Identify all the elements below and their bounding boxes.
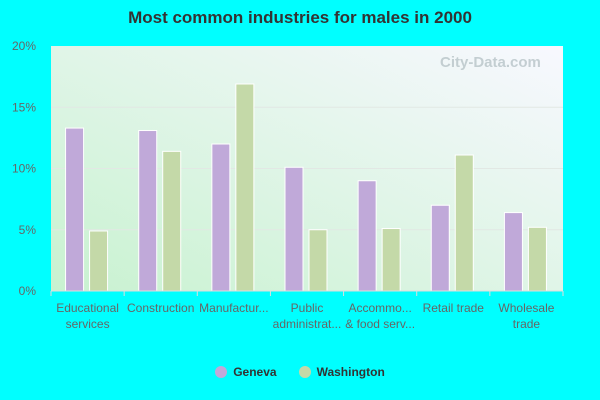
bar-washington — [381, 228, 401, 292]
y-tick-label: 0% — [19, 284, 37, 298]
x-tick-label: Retail trade — [423, 301, 485, 315]
x-tick-label: & food serv... — [345, 317, 415, 331]
legend-item-geneva: Geneva — [215, 365, 277, 379]
bar-geneva — [138, 130, 158, 292]
bar-washington — [162, 150, 182, 292]
watermark-logo: City-Data.com — [440, 54, 541, 71]
x-tick-label: Construction — [127, 301, 194, 315]
legend-label: Washington — [316, 365, 385, 379]
bar-washington — [527, 226, 547, 292]
bar-geneva — [65, 127, 85, 292]
x-tick-label: Manufactur... — [199, 301, 268, 315]
x-tick-label: administrat... — [273, 317, 342, 331]
x-tick-label: services — [66, 317, 110, 331]
bar-geneva — [430, 204, 450, 292]
legend-label: Geneva — [233, 365, 277, 379]
bar-washington — [454, 154, 474, 292]
bar-geneva — [211, 143, 231, 292]
y-tick-label: 10% — [12, 162, 36, 176]
y-tick-label: 20% — [12, 39, 36, 53]
chart-title: Most common industries for males in 2000 — [128, 8, 472, 27]
x-tick-label: Public — [291, 301, 324, 315]
y-tick-label: 5% — [19, 223, 37, 237]
bar-washington — [89, 230, 109, 292]
bar-washington — [308, 229, 328, 292]
bar-washington — [235, 83, 255, 292]
bar-geneva — [284, 166, 304, 292]
x-tick-label: Educational — [56, 301, 119, 315]
legend-swatch — [215, 366, 228, 378]
bar-geneva — [503, 212, 523, 292]
legend-swatch — [298, 366, 311, 378]
x-tick-label: Wholesale — [498, 301, 554, 315]
legend: Geneva Washington — [0, 365, 600, 379]
x-tick-label: Accommo... — [348, 301, 411, 315]
legend-item-washington: Washington — [298, 365, 385, 379]
y-tick-label: 15% — [12, 100, 36, 114]
x-tick-label: trade — [513, 317, 541, 331]
bar-geneva — [357, 180, 377, 292]
